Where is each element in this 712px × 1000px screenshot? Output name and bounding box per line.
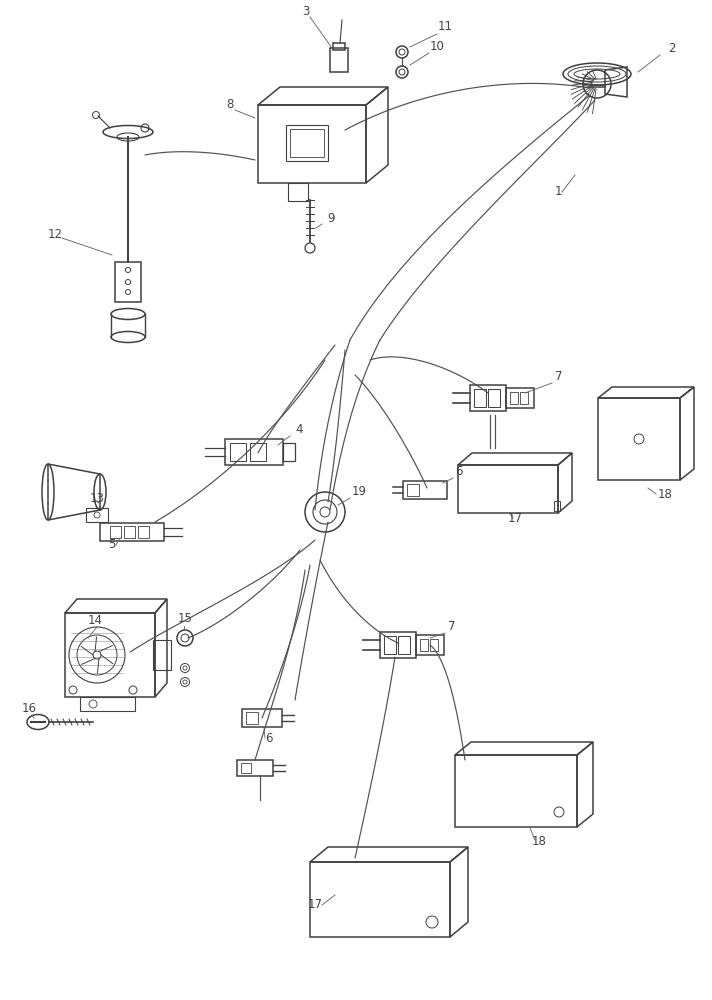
Bar: [598, 398, 680, 480]
Bar: [225, 439, 283, 465]
Bar: [138, 526, 149, 538]
Bar: [430, 639, 438, 651]
Text: 9: 9: [327, 212, 335, 225]
Text: 6: 6: [455, 465, 463, 478]
Text: 11: 11: [438, 20, 453, 33]
Bar: [420, 639, 428, 651]
Bar: [286, 125, 328, 161]
Bar: [333, 43, 345, 50]
Bar: [310, 862, 450, 937]
Text: 15: 15: [178, 612, 193, 625]
Bar: [230, 443, 246, 461]
Text: 3: 3: [302, 5, 310, 18]
Text: 16: 16: [22, 702, 37, 715]
Bar: [488, 389, 500, 407]
Bar: [250, 443, 266, 461]
Text: 12: 12: [48, 228, 63, 241]
Text: 6: 6: [265, 732, 273, 745]
Text: 7: 7: [448, 620, 456, 633]
Text: 14: 14: [88, 614, 103, 627]
Text: 19: 19: [352, 485, 367, 498]
Bar: [258, 105, 366, 183]
Bar: [290, 129, 324, 157]
Bar: [246, 712, 258, 724]
Bar: [283, 443, 295, 461]
Bar: [470, 385, 506, 411]
Text: 7: 7: [555, 370, 562, 383]
Bar: [474, 389, 486, 407]
Bar: [242, 709, 282, 727]
Text: 1: 1: [555, 185, 562, 198]
Text: 10: 10: [430, 40, 445, 53]
Bar: [407, 484, 419, 496]
Bar: [330, 48, 348, 72]
Bar: [520, 392, 528, 404]
Bar: [380, 632, 416, 658]
Bar: [115, 262, 141, 302]
Bar: [510, 392, 518, 404]
Bar: [416, 635, 444, 655]
Text: 2: 2: [668, 42, 676, 55]
Bar: [506, 388, 534, 408]
Bar: [124, 526, 135, 538]
Text: 13: 13: [90, 492, 105, 505]
Bar: [455, 755, 577, 827]
Bar: [384, 636, 396, 654]
Bar: [403, 481, 447, 499]
Text: 17: 17: [508, 512, 523, 525]
Bar: [458, 465, 558, 513]
Bar: [554, 501, 560, 511]
Bar: [398, 636, 410, 654]
Bar: [65, 613, 155, 697]
Text: 5: 5: [108, 538, 115, 551]
Bar: [110, 526, 121, 538]
Text: 4: 4: [295, 423, 303, 436]
Bar: [237, 760, 273, 776]
Bar: [153, 640, 171, 670]
Text: 8: 8: [226, 98, 234, 111]
Text: 18: 18: [658, 488, 673, 501]
Bar: [86, 508, 108, 522]
Text: 18: 18: [532, 835, 547, 848]
Bar: [100, 523, 164, 541]
Bar: [80, 697, 135, 711]
Bar: [241, 763, 251, 773]
Text: 17: 17: [308, 898, 323, 911]
